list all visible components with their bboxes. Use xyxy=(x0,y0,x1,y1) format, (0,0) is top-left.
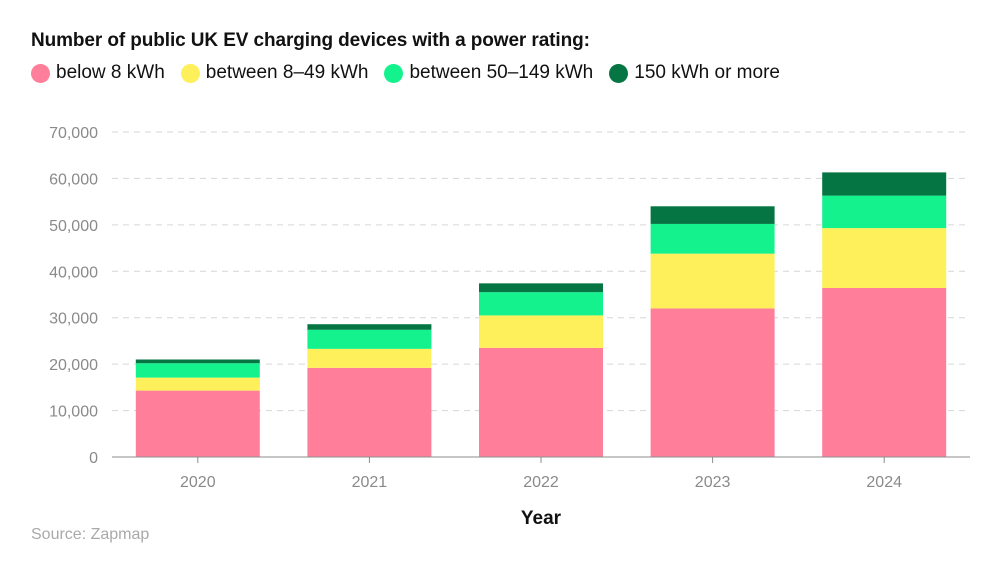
legend-label-below-8: below 8 kWh xyxy=(56,62,165,83)
legend-swatch-below-8 xyxy=(31,63,50,83)
bar-segment xyxy=(135,359,260,364)
bar-segment xyxy=(307,329,432,349)
legend-item-below-8: below 8 kWh xyxy=(31,62,165,84)
y-tick-label: 70,000 xyxy=(49,125,98,142)
bar-segment xyxy=(307,367,432,457)
y-tick-label: 10,000 xyxy=(49,404,98,421)
y-tick-label: 60,000 xyxy=(49,171,98,188)
chart-title: Number of public UK EV charging devices … xyxy=(31,30,590,51)
bar-segment xyxy=(135,363,260,378)
bar-segment xyxy=(822,195,947,229)
bar-segment xyxy=(307,324,432,330)
legend-item-50-149: between 50–149 kWh xyxy=(384,62,593,84)
bar-segment xyxy=(650,308,775,457)
y-tick-label: 50,000 xyxy=(49,218,98,235)
x-axis-title: Year xyxy=(521,508,562,529)
bar-segment xyxy=(822,228,947,288)
bar-segment xyxy=(135,377,260,391)
bar-segment xyxy=(822,172,947,196)
source-note: Source: Zapmap xyxy=(31,526,150,543)
legend-item-8-49: between 8–49 kWh xyxy=(180,62,369,84)
x-tick-label: 2020 xyxy=(180,474,216,491)
legend-label-8-49: between 8–49 kWh xyxy=(205,62,369,83)
y-axis-ticks: 0 10,000 20,000 30,000 40,000 50,000 60,000 70,… xyxy=(49,125,98,467)
legend-swatch-50-149 xyxy=(384,63,404,83)
y-tick-label: 0 xyxy=(89,450,98,467)
bar-segment xyxy=(650,223,775,254)
legend-label-150-plus: 150 kWh or more xyxy=(634,62,780,83)
x-tick-label: 2022 xyxy=(523,474,559,491)
bar-segment xyxy=(479,315,603,348)
legend-item-150-plus: 150 kWh or more xyxy=(609,62,780,84)
bar-segment xyxy=(135,390,260,457)
x-tick-label: 2024 xyxy=(866,474,902,491)
legend-swatch-8-49 xyxy=(180,63,200,83)
bars xyxy=(135,172,947,457)
bar-segment xyxy=(307,348,432,368)
x-tick-label: 2021 xyxy=(352,474,388,491)
legend-swatch-150-plus xyxy=(609,63,629,83)
bar-segment xyxy=(479,347,603,457)
bar-segment xyxy=(479,283,603,293)
y-tick-label: 30,000 xyxy=(49,311,98,328)
bar-segment xyxy=(822,288,947,457)
bar-segment xyxy=(650,206,775,224)
x-tick-label: 2023 xyxy=(695,474,731,491)
legend: below 8 kWh between 8–49 kWh between 50–… xyxy=(31,62,796,84)
y-tick-label: 20,000 xyxy=(49,357,98,374)
y-tick-label: 40,000 xyxy=(49,264,98,281)
bar-segment xyxy=(650,253,775,309)
bar-segment xyxy=(479,292,603,316)
legend-label-50-149: between 50–149 kWh xyxy=(409,62,594,83)
x-axis-ticks: 2020 2021 2022 2023 2024 xyxy=(180,457,902,491)
